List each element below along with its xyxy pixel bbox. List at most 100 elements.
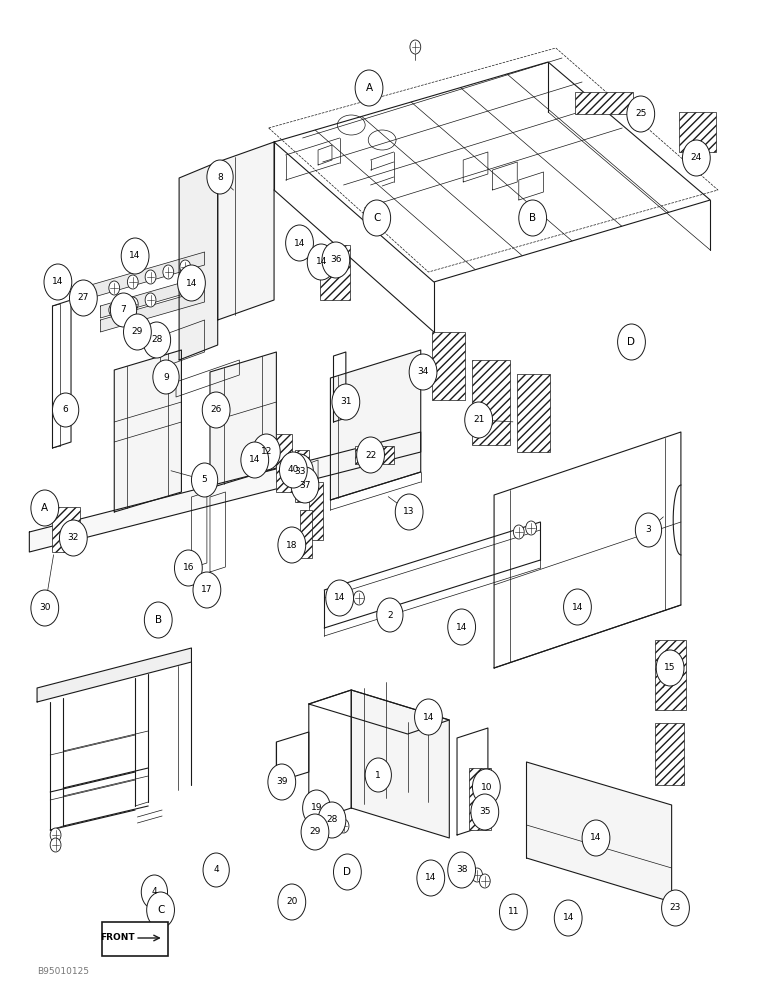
Bar — [320, 245, 350, 300]
Text: 29: 29 — [132, 328, 143, 336]
Text: 4: 4 — [213, 865, 219, 874]
Bar — [655, 640, 686, 710]
Bar — [355, 446, 394, 464]
Circle shape — [121, 238, 149, 274]
Polygon shape — [100, 290, 205, 332]
Text: 14: 14 — [563, 914, 574, 922]
Circle shape — [145, 270, 156, 284]
Bar — [52, 507, 80, 552]
Circle shape — [31, 490, 59, 526]
Circle shape — [582, 820, 610, 856]
Circle shape — [279, 452, 307, 488]
Circle shape — [178, 265, 205, 301]
Text: FRONT: FRONT — [100, 934, 134, 942]
Circle shape — [252, 434, 280, 470]
Text: 14: 14 — [572, 602, 583, 611]
Circle shape — [124, 314, 151, 350]
Text: 34: 34 — [418, 367, 428, 376]
Text: 4: 4 — [151, 888, 157, 896]
Text: 38: 38 — [456, 865, 467, 874]
Bar — [309, 482, 323, 540]
Text: 9: 9 — [163, 372, 169, 381]
Circle shape — [202, 392, 230, 428]
Circle shape — [52, 393, 79, 427]
Text: A: A — [365, 83, 373, 93]
Circle shape — [147, 892, 174, 928]
Text: 29: 29 — [310, 828, 320, 836]
Circle shape — [332, 384, 360, 420]
Circle shape — [479, 874, 490, 888]
Bar — [575, 92, 633, 114]
Polygon shape — [37, 648, 191, 702]
Circle shape — [301, 814, 329, 850]
Text: 11: 11 — [508, 908, 519, 916]
Circle shape — [656, 650, 684, 686]
Text: 14: 14 — [249, 456, 260, 464]
Circle shape — [145, 293, 156, 307]
Text: 16: 16 — [183, 564, 194, 572]
Circle shape — [410, 40, 421, 54]
Text: B95010125: B95010125 — [37, 967, 89, 976]
Circle shape — [286, 454, 313, 490]
Circle shape — [395, 494, 423, 530]
Circle shape — [127, 297, 138, 311]
Circle shape — [472, 868, 482, 882]
Circle shape — [141, 875, 168, 909]
Circle shape — [465, 402, 493, 438]
Text: 14: 14 — [456, 622, 467, 632]
Circle shape — [334, 854, 361, 890]
Circle shape — [409, 354, 437, 390]
Circle shape — [163, 265, 174, 279]
Text: 2: 2 — [387, 610, 393, 619]
Text: 8: 8 — [217, 172, 223, 182]
Text: 3: 3 — [645, 526, 652, 534]
Circle shape — [323, 810, 334, 824]
Circle shape — [207, 160, 233, 194]
Circle shape — [153, 360, 179, 394]
Bar — [472, 360, 510, 445]
Circle shape — [338, 819, 349, 833]
Text: 27: 27 — [78, 294, 89, 302]
Text: 19: 19 — [311, 804, 322, 812]
Text: 15: 15 — [665, 664, 676, 672]
Text: 14: 14 — [591, 834, 601, 842]
Circle shape — [499, 894, 527, 930]
Circle shape — [365, 758, 391, 792]
Circle shape — [278, 527, 306, 563]
Circle shape — [291, 467, 319, 503]
Circle shape — [59, 520, 87, 556]
Circle shape — [31, 590, 59, 626]
Circle shape — [50, 828, 61, 842]
Text: C: C — [373, 213, 381, 223]
Circle shape — [519, 200, 547, 236]
Text: D: D — [628, 337, 635, 347]
Circle shape — [448, 609, 476, 645]
Text: 5: 5 — [201, 476, 208, 485]
Polygon shape — [210, 352, 276, 488]
Circle shape — [363, 200, 391, 236]
Text: C: C — [157, 905, 164, 915]
Circle shape — [682, 140, 710, 176]
Circle shape — [174, 550, 202, 586]
Bar — [432, 332, 465, 400]
Text: 14: 14 — [334, 593, 345, 602]
Circle shape — [109, 303, 120, 317]
Circle shape — [340, 595, 351, 609]
Circle shape — [303, 790, 330, 826]
Text: 20: 20 — [286, 898, 297, 906]
Circle shape — [44, 264, 72, 300]
Bar — [300, 510, 312, 558]
Text: 14: 14 — [423, 712, 434, 722]
Circle shape — [268, 764, 296, 800]
Circle shape — [286, 225, 313, 261]
Circle shape — [355, 70, 383, 106]
Circle shape — [471, 794, 499, 830]
Text: 13: 13 — [404, 508, 415, 516]
Circle shape — [627, 96, 655, 132]
Text: 22: 22 — [365, 450, 376, 460]
Text: 32: 32 — [68, 534, 79, 542]
Bar — [679, 112, 716, 152]
Circle shape — [109, 281, 120, 295]
Circle shape — [526, 521, 537, 535]
Circle shape — [69, 280, 97, 316]
